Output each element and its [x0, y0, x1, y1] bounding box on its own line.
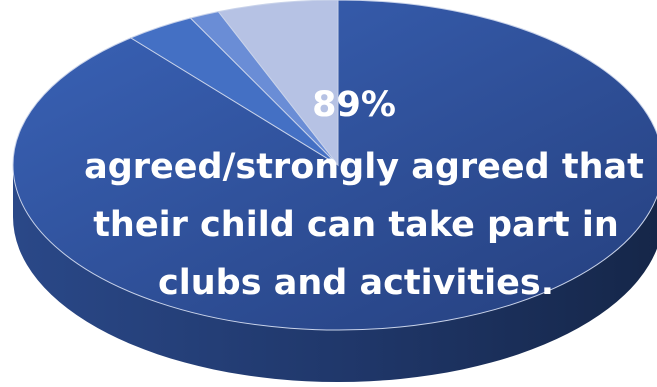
- annotation-percent: 89%: [312, 85, 396, 125]
- pie-slice-0: [12, 0, 657, 331]
- annotation-layer: 89% agreed/strongly agreed that their ch…: [84, 85, 644, 303]
- annotation-line-1: agreed/strongly agreed that: [84, 147, 644, 187]
- annotation-line-2: their child can take part in: [93, 205, 619, 245]
- pie-side-layer: [13, 165, 657, 382]
- pie-top-layer: [12, 0, 657, 331]
- annotation-line-3: clubs and activities.: [158, 263, 554, 303]
- pie-side-wall: [13, 165, 657, 382]
- pie-slice-3: [217, 0, 339, 167]
